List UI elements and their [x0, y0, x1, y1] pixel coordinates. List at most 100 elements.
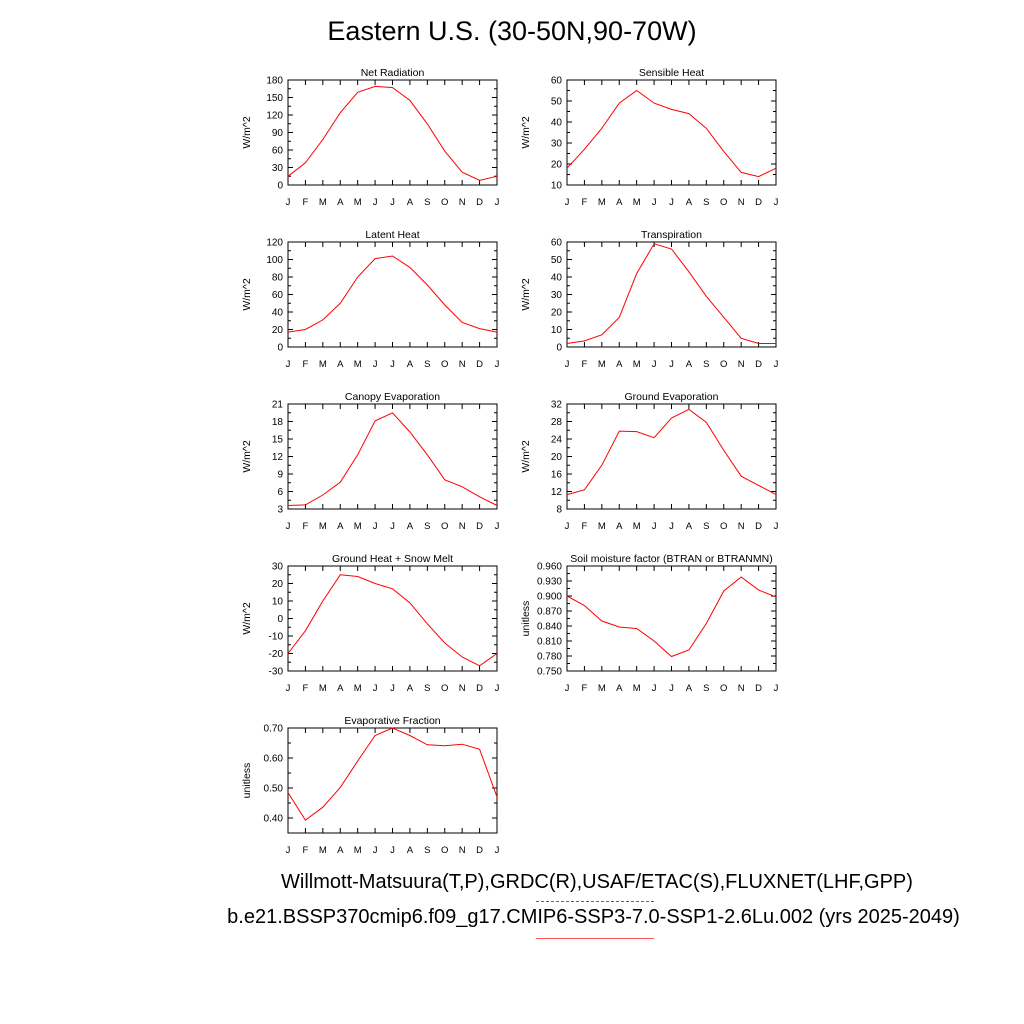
x-tick-label: O	[441, 683, 448, 694]
x-tick-label: N	[738, 683, 745, 694]
x-tick-label: D	[476, 197, 483, 208]
y-tick-label: 21	[272, 400, 284, 411]
x-tick-label: A	[686, 197, 693, 208]
x-tick-label: N	[459, 359, 466, 370]
y-tick-label: 18	[272, 417, 284, 428]
x-tick-label: S	[424, 845, 430, 856]
x-tick-label: J	[390, 359, 395, 370]
chart-title: Net Radiation	[361, 67, 425, 79]
x-tick-label: D	[476, 521, 483, 532]
footer-line-2: b.e21.BSSP370cmip6.f09_g17.CMIP6-SSP3-7.…	[227, 906, 960, 928]
y-tick-label: 50	[551, 255, 563, 266]
x-tick-label: S	[703, 521, 709, 532]
x-tick-label: J	[390, 683, 395, 694]
y-tick-label: 10	[272, 597, 284, 608]
x-tick-label: A	[407, 683, 414, 694]
x-tick-label: A	[407, 359, 414, 370]
x-tick-label: A	[616, 521, 623, 532]
series-line	[287, 727, 498, 821]
x-tick-label: M	[354, 521, 362, 532]
x-tick-label: N	[738, 197, 745, 208]
x-tick-label: M	[598, 521, 606, 532]
y-tick-label: 90	[272, 128, 284, 139]
x-tick-label: D	[755, 521, 762, 532]
x-tick-label: J	[286, 359, 291, 370]
x-tick-label: A	[407, 197, 414, 208]
x-tick-label: O	[441, 845, 448, 856]
x-tick-label: J	[495, 521, 500, 532]
y-tick-label: 0	[277, 181, 283, 192]
x-tick-label: O	[720, 359, 727, 370]
x-tick-label: D	[476, 359, 483, 370]
x-tick-label: S	[424, 197, 430, 208]
x-tick-label: A	[686, 683, 693, 694]
series-line	[287, 255, 498, 333]
x-tick-label: S	[703, 683, 709, 694]
x-tick-label: J	[652, 197, 657, 208]
x-tick-label: F	[582, 683, 588, 694]
chart-title: Ground Heat + Snow Melt	[332, 553, 453, 565]
y-tick-label: 40	[551, 273, 563, 284]
x-tick-label: S	[703, 197, 709, 208]
y-tick-label: 0.750	[537, 667, 562, 678]
x-tick-label: O	[441, 197, 448, 208]
x-tick-label: J	[286, 197, 291, 208]
x-tick-label: N	[459, 683, 466, 694]
y-axis-label: unitless	[241, 763, 253, 799]
x-tick-label: F	[303, 197, 309, 208]
x-tick-label: J	[565, 197, 570, 208]
x-tick-label: M	[319, 197, 327, 208]
x-tick-label: A	[686, 521, 693, 532]
y-tick-label: 0.900	[537, 592, 562, 603]
x-tick-label: J	[495, 359, 500, 370]
y-tick-label: 16	[551, 470, 563, 481]
x-tick-label: D	[755, 197, 762, 208]
x-tick-label: F	[582, 197, 588, 208]
x-tick-label: D	[755, 683, 762, 694]
y-tick-label: 180	[266, 76, 283, 87]
legend-solid-line	[536, 938, 654, 939]
x-tick-label: S	[703, 359, 709, 370]
x-tick-label: M	[354, 197, 362, 208]
x-tick-label: D	[755, 359, 762, 370]
y-tick-label: 24	[551, 435, 563, 446]
figure-title: Eastern U.S. (30-50N,90-70W)	[327, 16, 697, 46]
series-line	[566, 408, 777, 496]
y-tick-label: 60	[551, 76, 563, 87]
x-tick-label: J	[669, 683, 674, 694]
y-tick-label: 12	[551, 487, 563, 498]
y-tick-label: 3	[277, 505, 283, 516]
y-tick-label: 20	[551, 308, 563, 319]
chart-title: Soil moisture factor (BTRAN or BTRANMN)	[570, 553, 772, 565]
y-tick-label: 8	[556, 505, 562, 516]
y-tick-label: 120	[266, 111, 283, 122]
y-tick-label: 40	[272, 308, 284, 319]
y-tick-label: 60	[551, 238, 563, 249]
y-tick-label: 60	[272, 146, 284, 157]
x-tick-label: D	[476, 845, 483, 856]
x-tick-label: M	[354, 683, 362, 694]
x-tick-label: M	[598, 197, 606, 208]
x-tick-label: F	[303, 845, 309, 856]
x-tick-label: A	[337, 845, 344, 856]
x-tick-label: A	[616, 359, 623, 370]
x-tick-label: J	[669, 359, 674, 370]
x-tick-label: A	[337, 197, 344, 208]
y-axis-label: W/m^2	[520, 116, 532, 149]
x-tick-label: J	[565, 359, 570, 370]
y-tick-label: 20	[551, 452, 563, 463]
x-tick-label: J	[774, 197, 779, 208]
y-tick-label: 0.810	[537, 637, 562, 648]
series-line	[287, 574, 498, 667]
y-tick-label: -20	[269, 649, 284, 660]
x-tick-label: D	[476, 683, 483, 694]
chart-title: Sensible Heat	[639, 67, 704, 79]
x-tick-label: J	[390, 521, 395, 532]
plot-frame	[287, 241, 498, 348]
x-tick-label: J	[774, 521, 779, 532]
x-tick-label: J	[286, 521, 291, 532]
